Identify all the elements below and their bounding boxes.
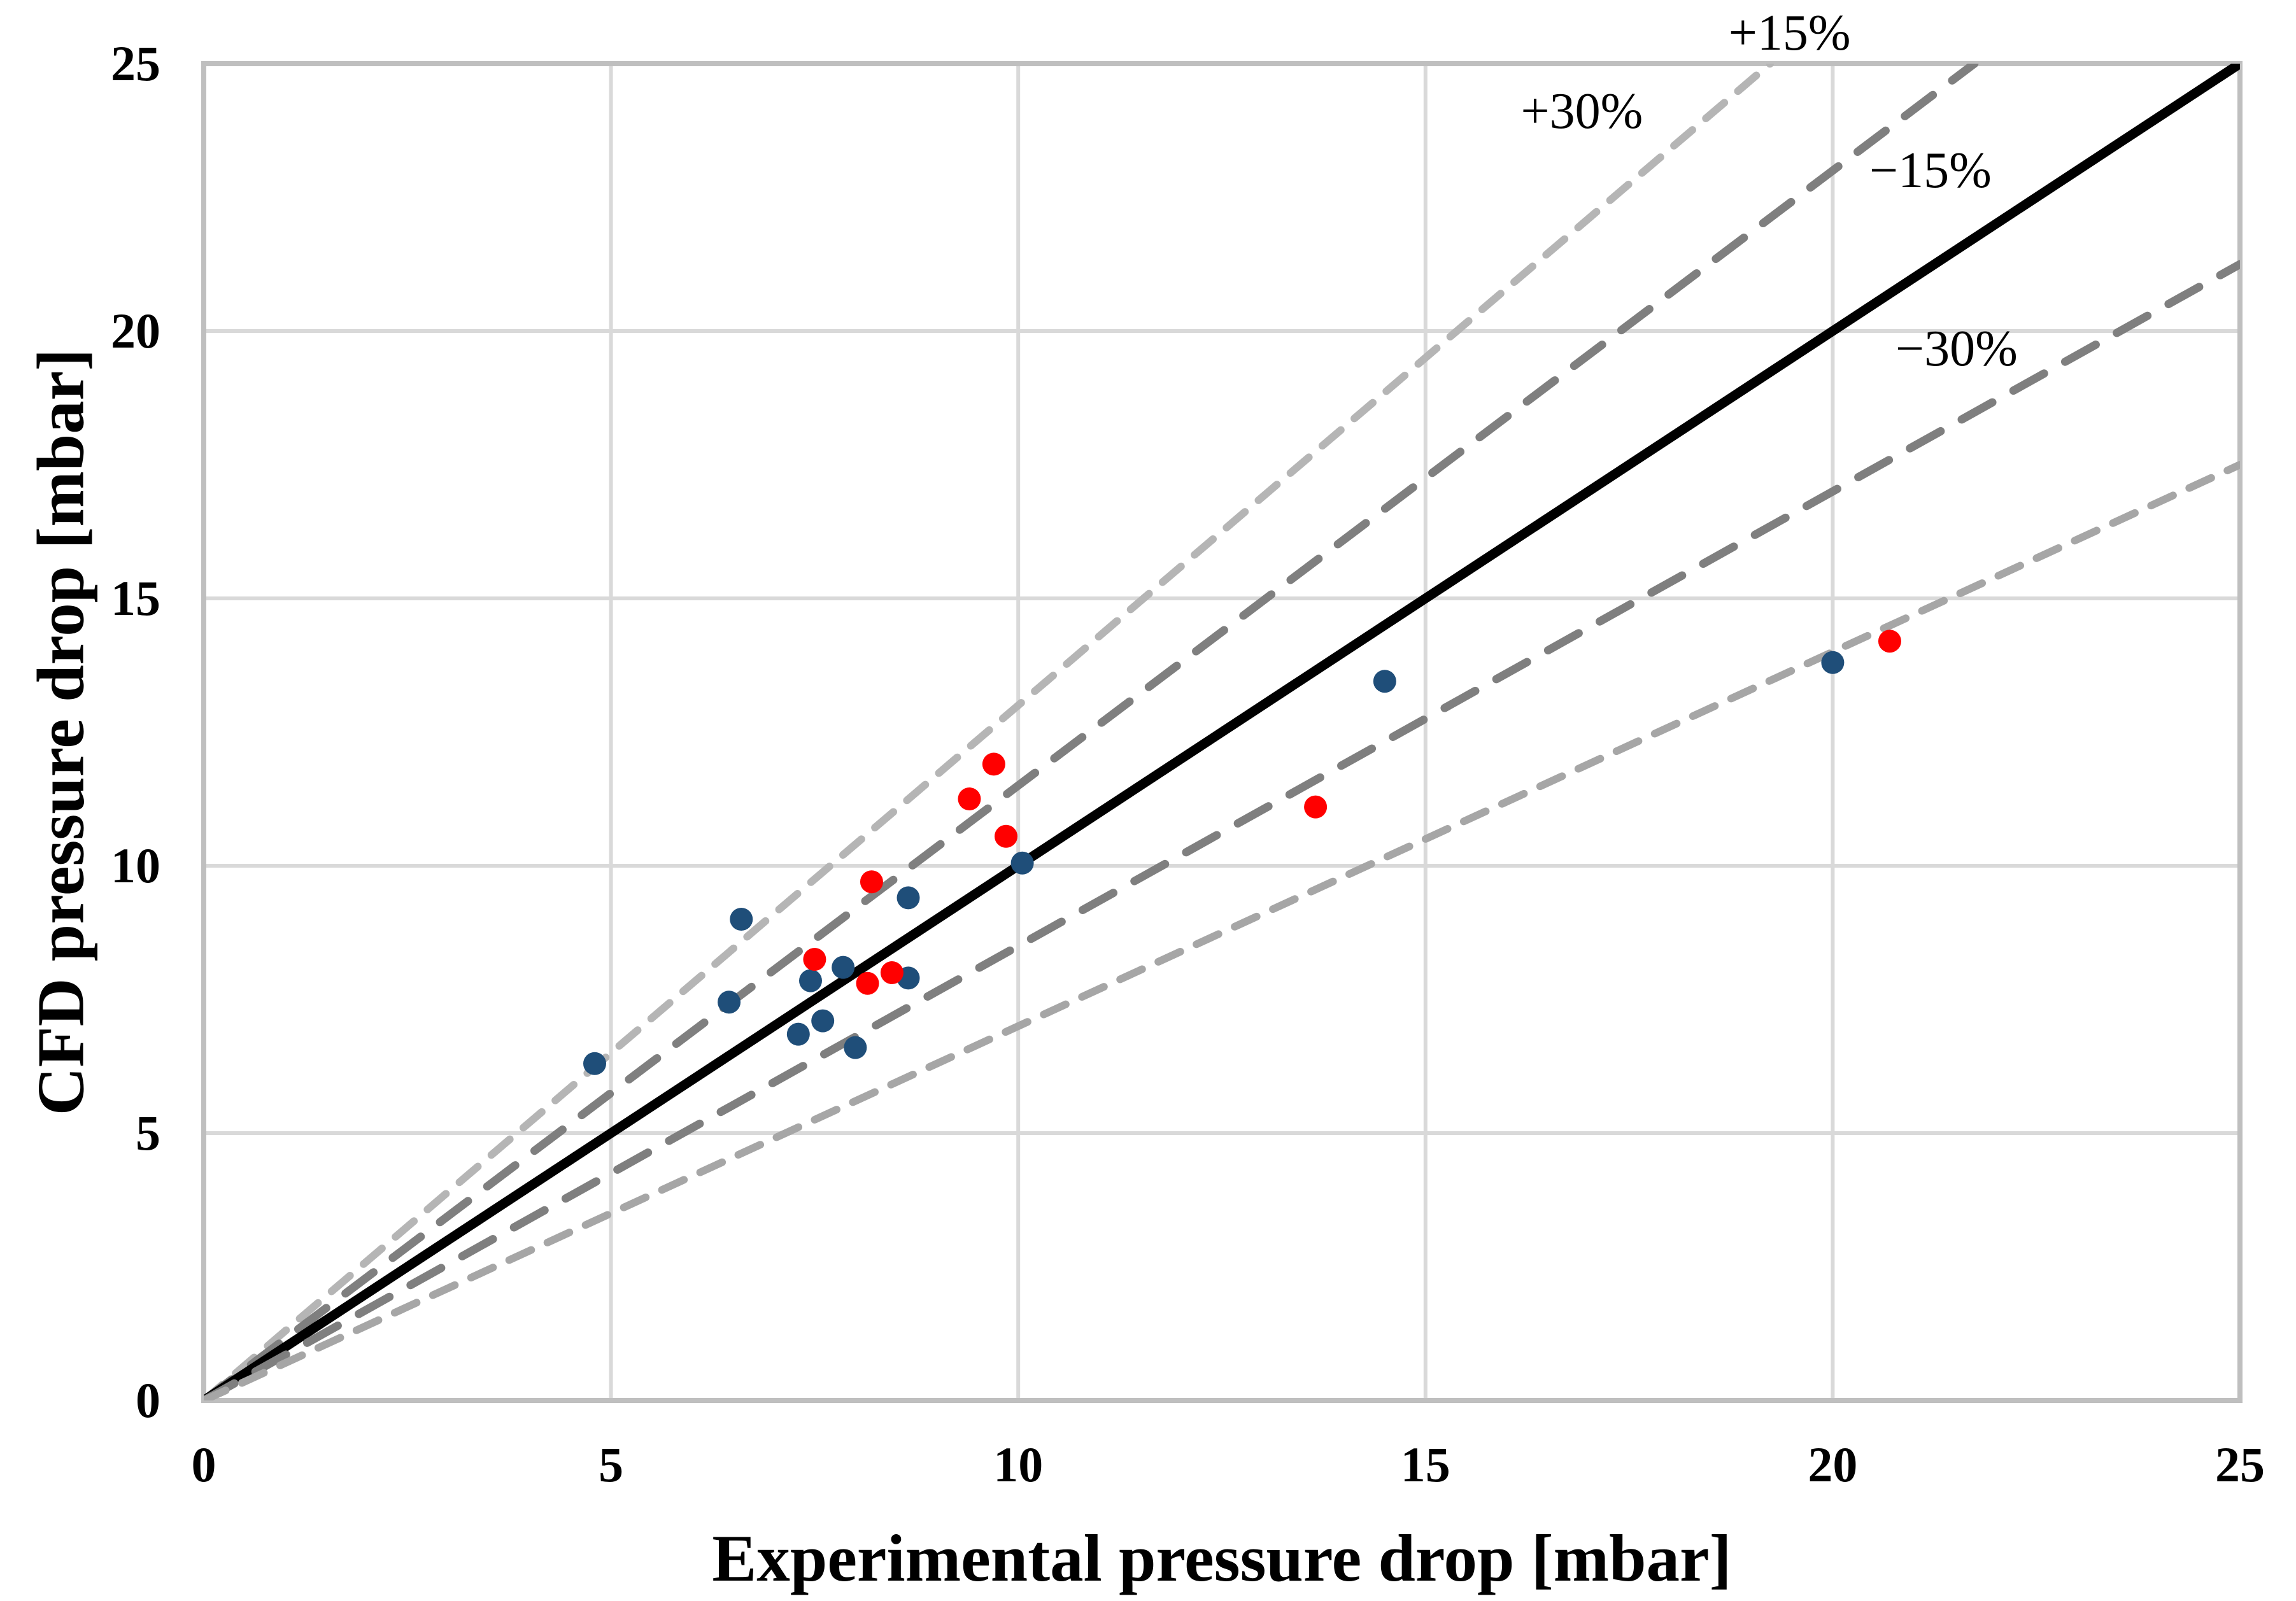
x-tick-label: 15 <box>1400 1437 1450 1492</box>
data-point-red <box>1878 630 1901 653</box>
data-point-blue <box>1821 651 1845 674</box>
data-point-blue <box>1373 670 1396 693</box>
x-tick-label: 25 <box>2215 1437 2265 1492</box>
data-point-red <box>860 870 883 894</box>
data-point-blue <box>786 1022 810 1046</box>
data-point-red <box>958 787 981 810</box>
line-label-minus30: −30% <box>1895 320 2018 377</box>
data-point-blue <box>811 1009 835 1033</box>
data-point-blue <box>583 1052 607 1075</box>
x-tick-label: 5 <box>599 1437 624 1492</box>
y-axis-title: CFD pressure drop [mbar] <box>23 348 98 1116</box>
line-label-plus15: +15% <box>1728 5 1851 62</box>
line-label-minus15: −15% <box>1869 143 1992 199</box>
reference-lines <box>204 64 2240 1400</box>
data-point-blue <box>1010 851 1034 875</box>
data-point-red <box>803 948 826 971</box>
data-point-blue <box>730 908 753 931</box>
reference-line-plus-30 <box>204 64 1774 1400</box>
x-tick-label: 20 <box>1808 1437 1858 1492</box>
plot-border <box>201 61 2243 1403</box>
reference-line-parity <box>204 64 2240 1400</box>
x-tick-label: 10 <box>993 1437 1044 1492</box>
data-point-red <box>856 971 879 995</box>
data-point-blue <box>718 991 741 1014</box>
y-tick-label: 20 <box>111 303 160 358</box>
y-tick-label: 5 <box>136 1105 160 1160</box>
series-red-points <box>803 630 1901 995</box>
data-point-red <box>880 961 904 984</box>
data-point-red <box>995 824 1018 848</box>
y-tick-label: 25 <box>111 36 160 91</box>
reference-line-plus-15 <box>204 64 1979 1400</box>
reference-line-minus-15 <box>204 260 2240 1400</box>
data-point-red <box>1304 795 1328 819</box>
y-tick-label: 10 <box>111 838 160 893</box>
y-tick-label: 15 <box>111 570 160 626</box>
x-tick-label: 0 <box>191 1437 216 1492</box>
x-axis-title: Experimental pressure drop [mbar] <box>712 1521 1732 1595</box>
data-point-blue <box>799 969 823 992</box>
data-point-red <box>982 752 1005 776</box>
line-label-plus30: +30% <box>1520 83 1643 139</box>
plot-area <box>201 61 2243 1403</box>
data-point-blue <box>832 956 855 979</box>
data-point-blue <box>896 886 920 910</box>
y-tick-label: 0 <box>136 1372 160 1428</box>
data-point-blue <box>844 1036 867 1059</box>
reference-line-minus-30 <box>204 461 2240 1400</box>
series-blue-points <box>583 651 1845 1075</box>
